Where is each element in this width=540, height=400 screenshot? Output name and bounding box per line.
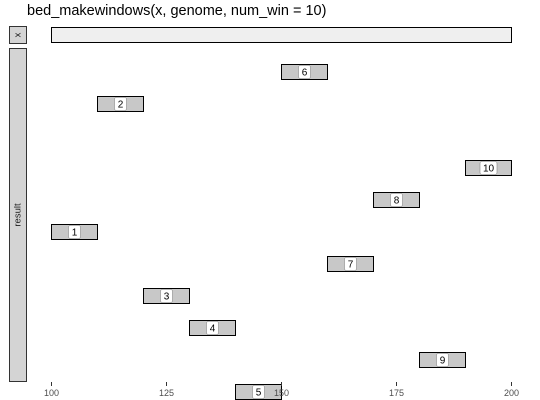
window-label-box-9 [436, 353, 449, 367]
window-label-5: 5 [256, 388, 262, 399]
x-tick-label-175: 175 [389, 388, 404, 398]
window-label-box-8 [390, 193, 403, 207]
window-label-box-2 [114, 97, 127, 111]
window-label-4: 4 [210, 324, 216, 335]
window-label-3: 3 [164, 292, 170, 303]
chart-title: bed_makewindows(x, genome, num_win = 10) [27, 3, 327, 19]
window-label-1: 1 [72, 228, 78, 239]
x-tick-label-125: 125 [159, 388, 174, 398]
window-label-7: 7 [348, 260, 354, 271]
window-label-box-6 [298, 65, 311, 79]
x-tick-label-100: 100 [44, 388, 59, 398]
window-label-box-1 [68, 225, 81, 239]
window-label-box-10 [479, 161, 498, 175]
window-label-box-3 [160, 289, 173, 303]
facet-strip-result: result [9, 48, 27, 382]
window-label-6: 6 [302, 68, 308, 79]
window-label-10: 10 [483, 164, 495, 175]
window-label-box-7 [344, 257, 357, 271]
window-label-9: 9 [440, 356, 446, 367]
x-tick-label-200: 200 [504, 388, 519, 398]
x-interval-1 [51, 27, 512, 43]
window-label-box-5 [252, 385, 265, 399]
facet-strip-x: x [9, 26, 27, 44]
window-label-2: 2 [118, 100, 124, 111]
window-label-8: 8 [394, 196, 400, 207]
window-label-box-4 [206, 321, 219, 335]
x-tick-label-150: 150 [274, 388, 289, 398]
